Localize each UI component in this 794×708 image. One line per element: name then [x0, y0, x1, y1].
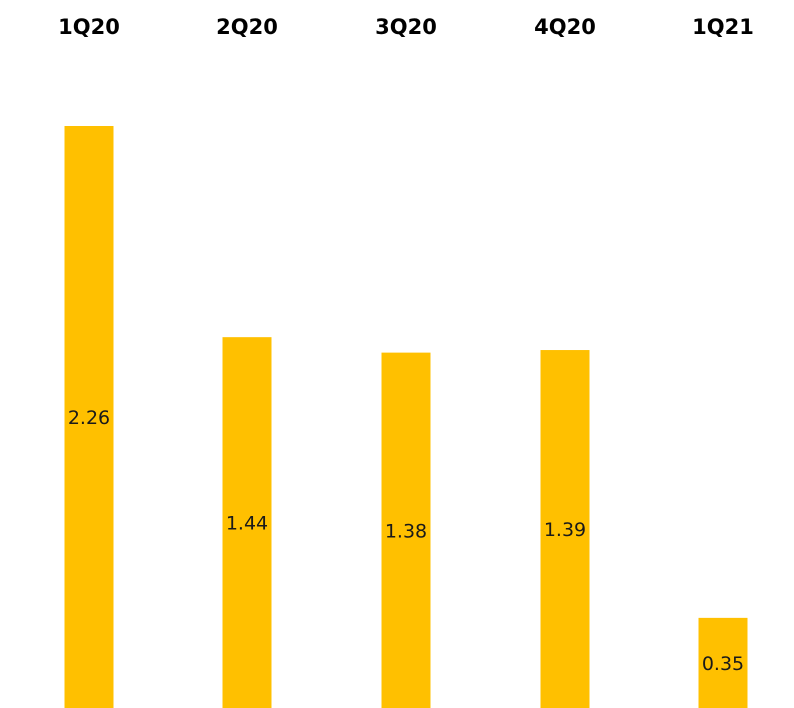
category-label: 2Q20: [216, 15, 278, 39]
data-label: 1.39: [544, 519, 586, 541]
data-label: 1.44: [226, 513, 268, 535]
bar: [540, 350, 590, 708]
data-label: 0.35: [702, 653, 744, 675]
category-label: 4Q20: [534, 15, 596, 39]
data-label: 1.38: [385, 520, 427, 542]
bar: [698, 617, 748, 708]
bar: [381, 352, 431, 708]
bar: [64, 126, 114, 708]
category-label: 1Q21: [692, 15, 754, 39]
bar: [222, 337, 272, 708]
data-label: 2.26: [68, 407, 110, 429]
category-label: 1Q20: [58, 15, 120, 39]
category-label: 3Q20: [375, 15, 437, 39]
